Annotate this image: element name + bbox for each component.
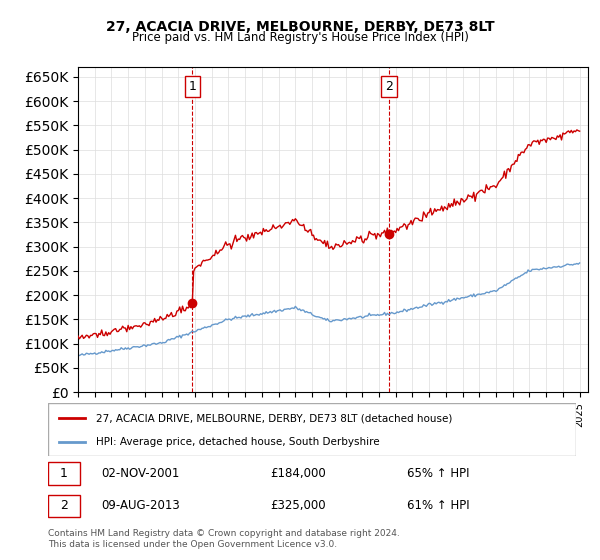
Text: 61% ↑ HPI: 61% ↑ HPI xyxy=(407,500,470,512)
Text: Contains HM Land Registry data © Crown copyright and database right 2024.
This d: Contains HM Land Registry data © Crown c… xyxy=(48,529,400,549)
Text: 27, ACACIA DRIVE, MELBOURNE, DERBY, DE73 8LT: 27, ACACIA DRIVE, MELBOURNE, DERBY, DE73… xyxy=(106,20,494,34)
Text: 2: 2 xyxy=(385,80,393,93)
FancyBboxPatch shape xyxy=(48,494,80,517)
Text: £184,000: £184,000 xyxy=(270,467,326,480)
Text: 27, ACACIA DRIVE, MELBOURNE, DERBY, DE73 8LT (detached house): 27, ACACIA DRIVE, MELBOURNE, DERBY, DE73… xyxy=(95,413,452,423)
FancyBboxPatch shape xyxy=(48,403,576,456)
Text: 2: 2 xyxy=(60,500,68,512)
Text: Price paid vs. HM Land Registry's House Price Index (HPI): Price paid vs. HM Land Registry's House … xyxy=(131,31,469,44)
FancyBboxPatch shape xyxy=(48,463,80,485)
Text: 1: 1 xyxy=(188,80,196,93)
Text: 65% ↑ HPI: 65% ↑ HPI xyxy=(407,467,470,480)
Text: 09-AUG-2013: 09-AUG-2013 xyxy=(101,500,179,512)
Text: 02-NOV-2001: 02-NOV-2001 xyxy=(101,467,179,480)
Text: £325,000: £325,000 xyxy=(270,500,325,512)
Text: 1: 1 xyxy=(60,467,68,480)
Text: HPI: Average price, detached house, South Derbyshire: HPI: Average price, detached house, Sout… xyxy=(95,436,379,446)
